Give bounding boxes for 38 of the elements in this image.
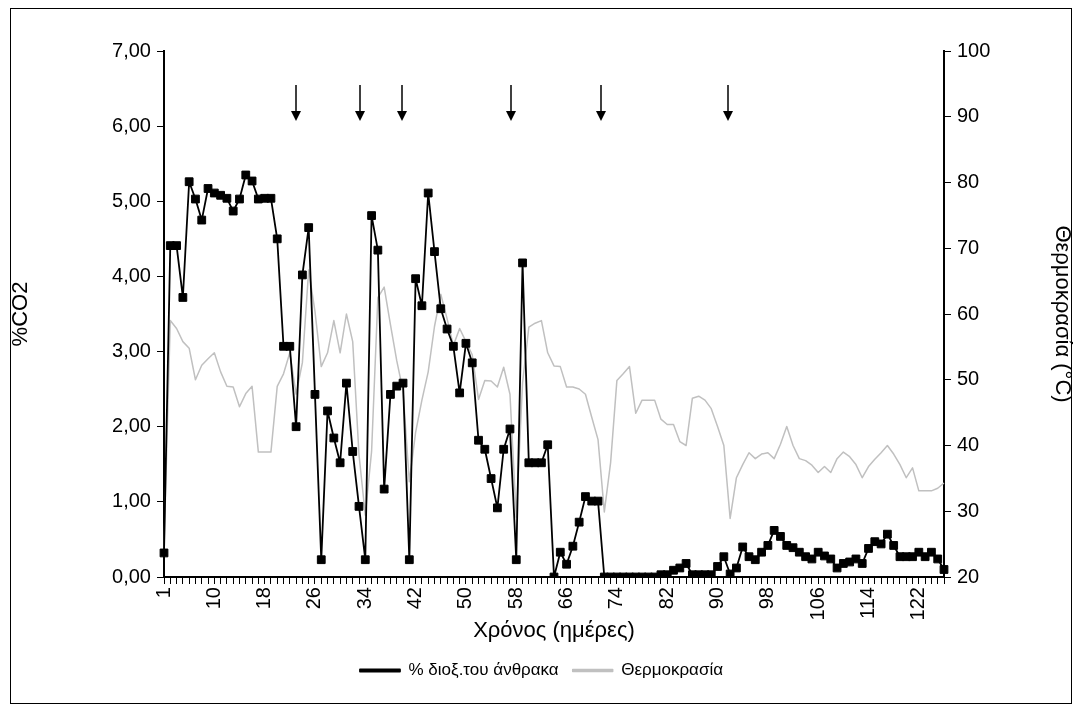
y2-tick-label: 50 [957, 367, 980, 390]
y2-tick-label: 70 [957, 235, 980, 258]
x-tick-label: 42 [403, 587, 426, 610]
legend-label: % διοξ.του άνθρακα [408, 660, 559, 680]
x-tick-label: 58 [503, 587, 526, 610]
x-tick-label: 98 [755, 587, 778, 610]
y-tick-label: 6,00 [112, 113, 151, 136]
x-tick-label: 122 [906, 587, 929, 621]
y-tick-label: 5,00 [112, 188, 151, 211]
y2-tick-label: 80 [957, 170, 980, 193]
y2-tick-label: 60 [957, 301, 980, 324]
y-tick-label: 2,00 [112, 414, 151, 437]
y2-tick-label: 40 [957, 433, 980, 456]
x-tick-label: 114 [856, 587, 879, 619]
x-tick-label: 1 [151, 587, 174, 599]
x-tick-label: 82 [654, 587, 677, 610]
y-tick-label: 7,00 [112, 38, 151, 61]
y2-tick-label: 100 [957, 38, 991, 61]
y-tick-label: 3,00 [112, 339, 151, 362]
y2-axis-title: Θερμοκρασία (°C) [1050, 225, 1076, 403]
x-tick-label: 34 [352, 587, 375, 610]
y-tick-label: 0,00 [112, 564, 151, 587]
x-axis-title: Χρόνος (ημέρες) [473, 616, 635, 642]
y-axis-title: %CO2 [7, 281, 33, 347]
x-tick-label: 18 [252, 587, 275, 610]
x-tick-label: 50 [453, 587, 476, 610]
y2-tick-label: 90 [957, 104, 980, 127]
x-tick-label: 26 [302, 587, 325, 610]
x-tick-label: 66 [554, 587, 577, 610]
legend-label: Θερμοκρασία [621, 660, 724, 680]
x-tick-label: 10 [201, 587, 224, 610]
y2-tick-label: 30 [957, 498, 980, 521]
y-tick-label: 1,00 [112, 489, 151, 512]
x-tick-label: 106 [805, 587, 828, 621]
x-tick-label: 74 [604, 587, 627, 610]
y2-tick-label: 20 [957, 564, 980, 587]
x-tick-label: 90 [705, 587, 728, 610]
y-tick-label: 4,00 [112, 263, 151, 286]
